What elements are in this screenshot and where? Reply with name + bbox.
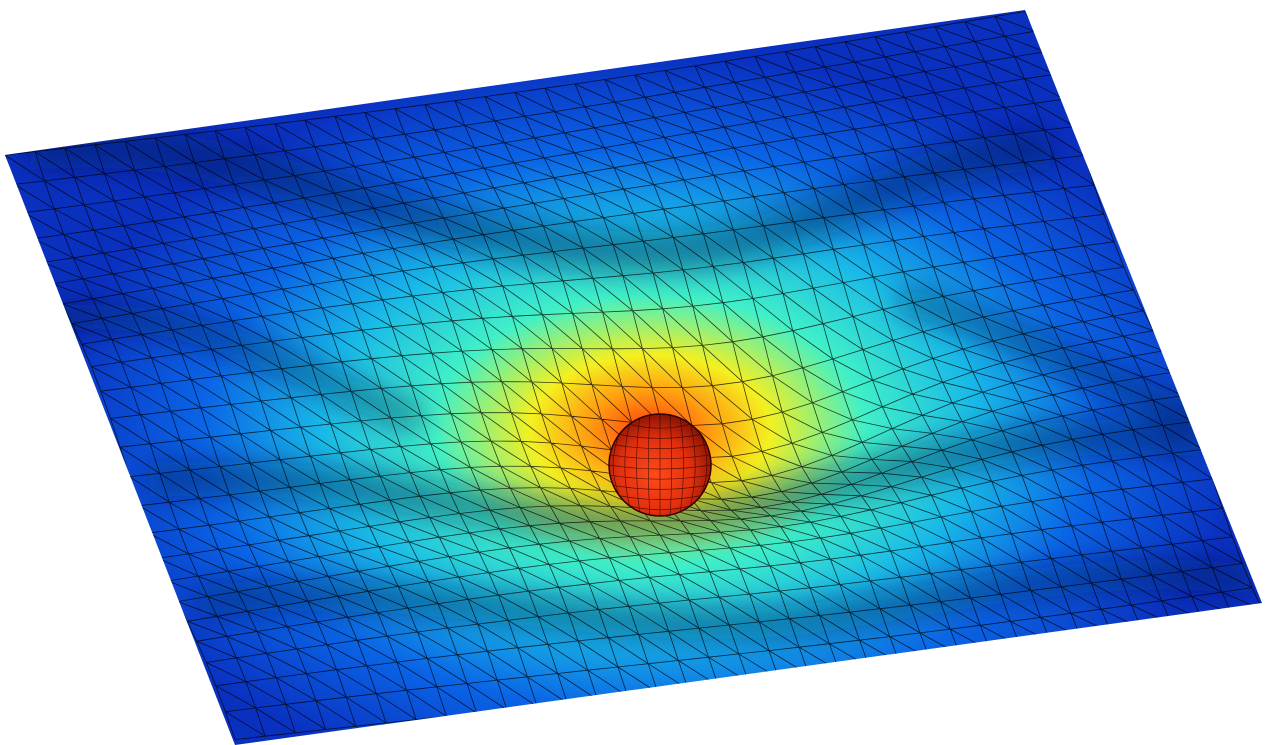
shade-band	[198, 559, 1252, 640]
shade-band	[149, 420, 1202, 539]
shade-band	[28, 127, 1051, 273]
sphere-mesh	[609, 414, 711, 516]
shade-band	[897, 287, 1205, 433]
sphere	[608, 413, 712, 517]
